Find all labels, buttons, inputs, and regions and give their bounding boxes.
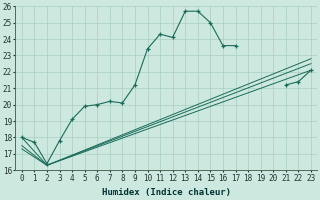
X-axis label: Humidex (Indice chaleur): Humidex (Indice chaleur): [102, 188, 231, 197]
